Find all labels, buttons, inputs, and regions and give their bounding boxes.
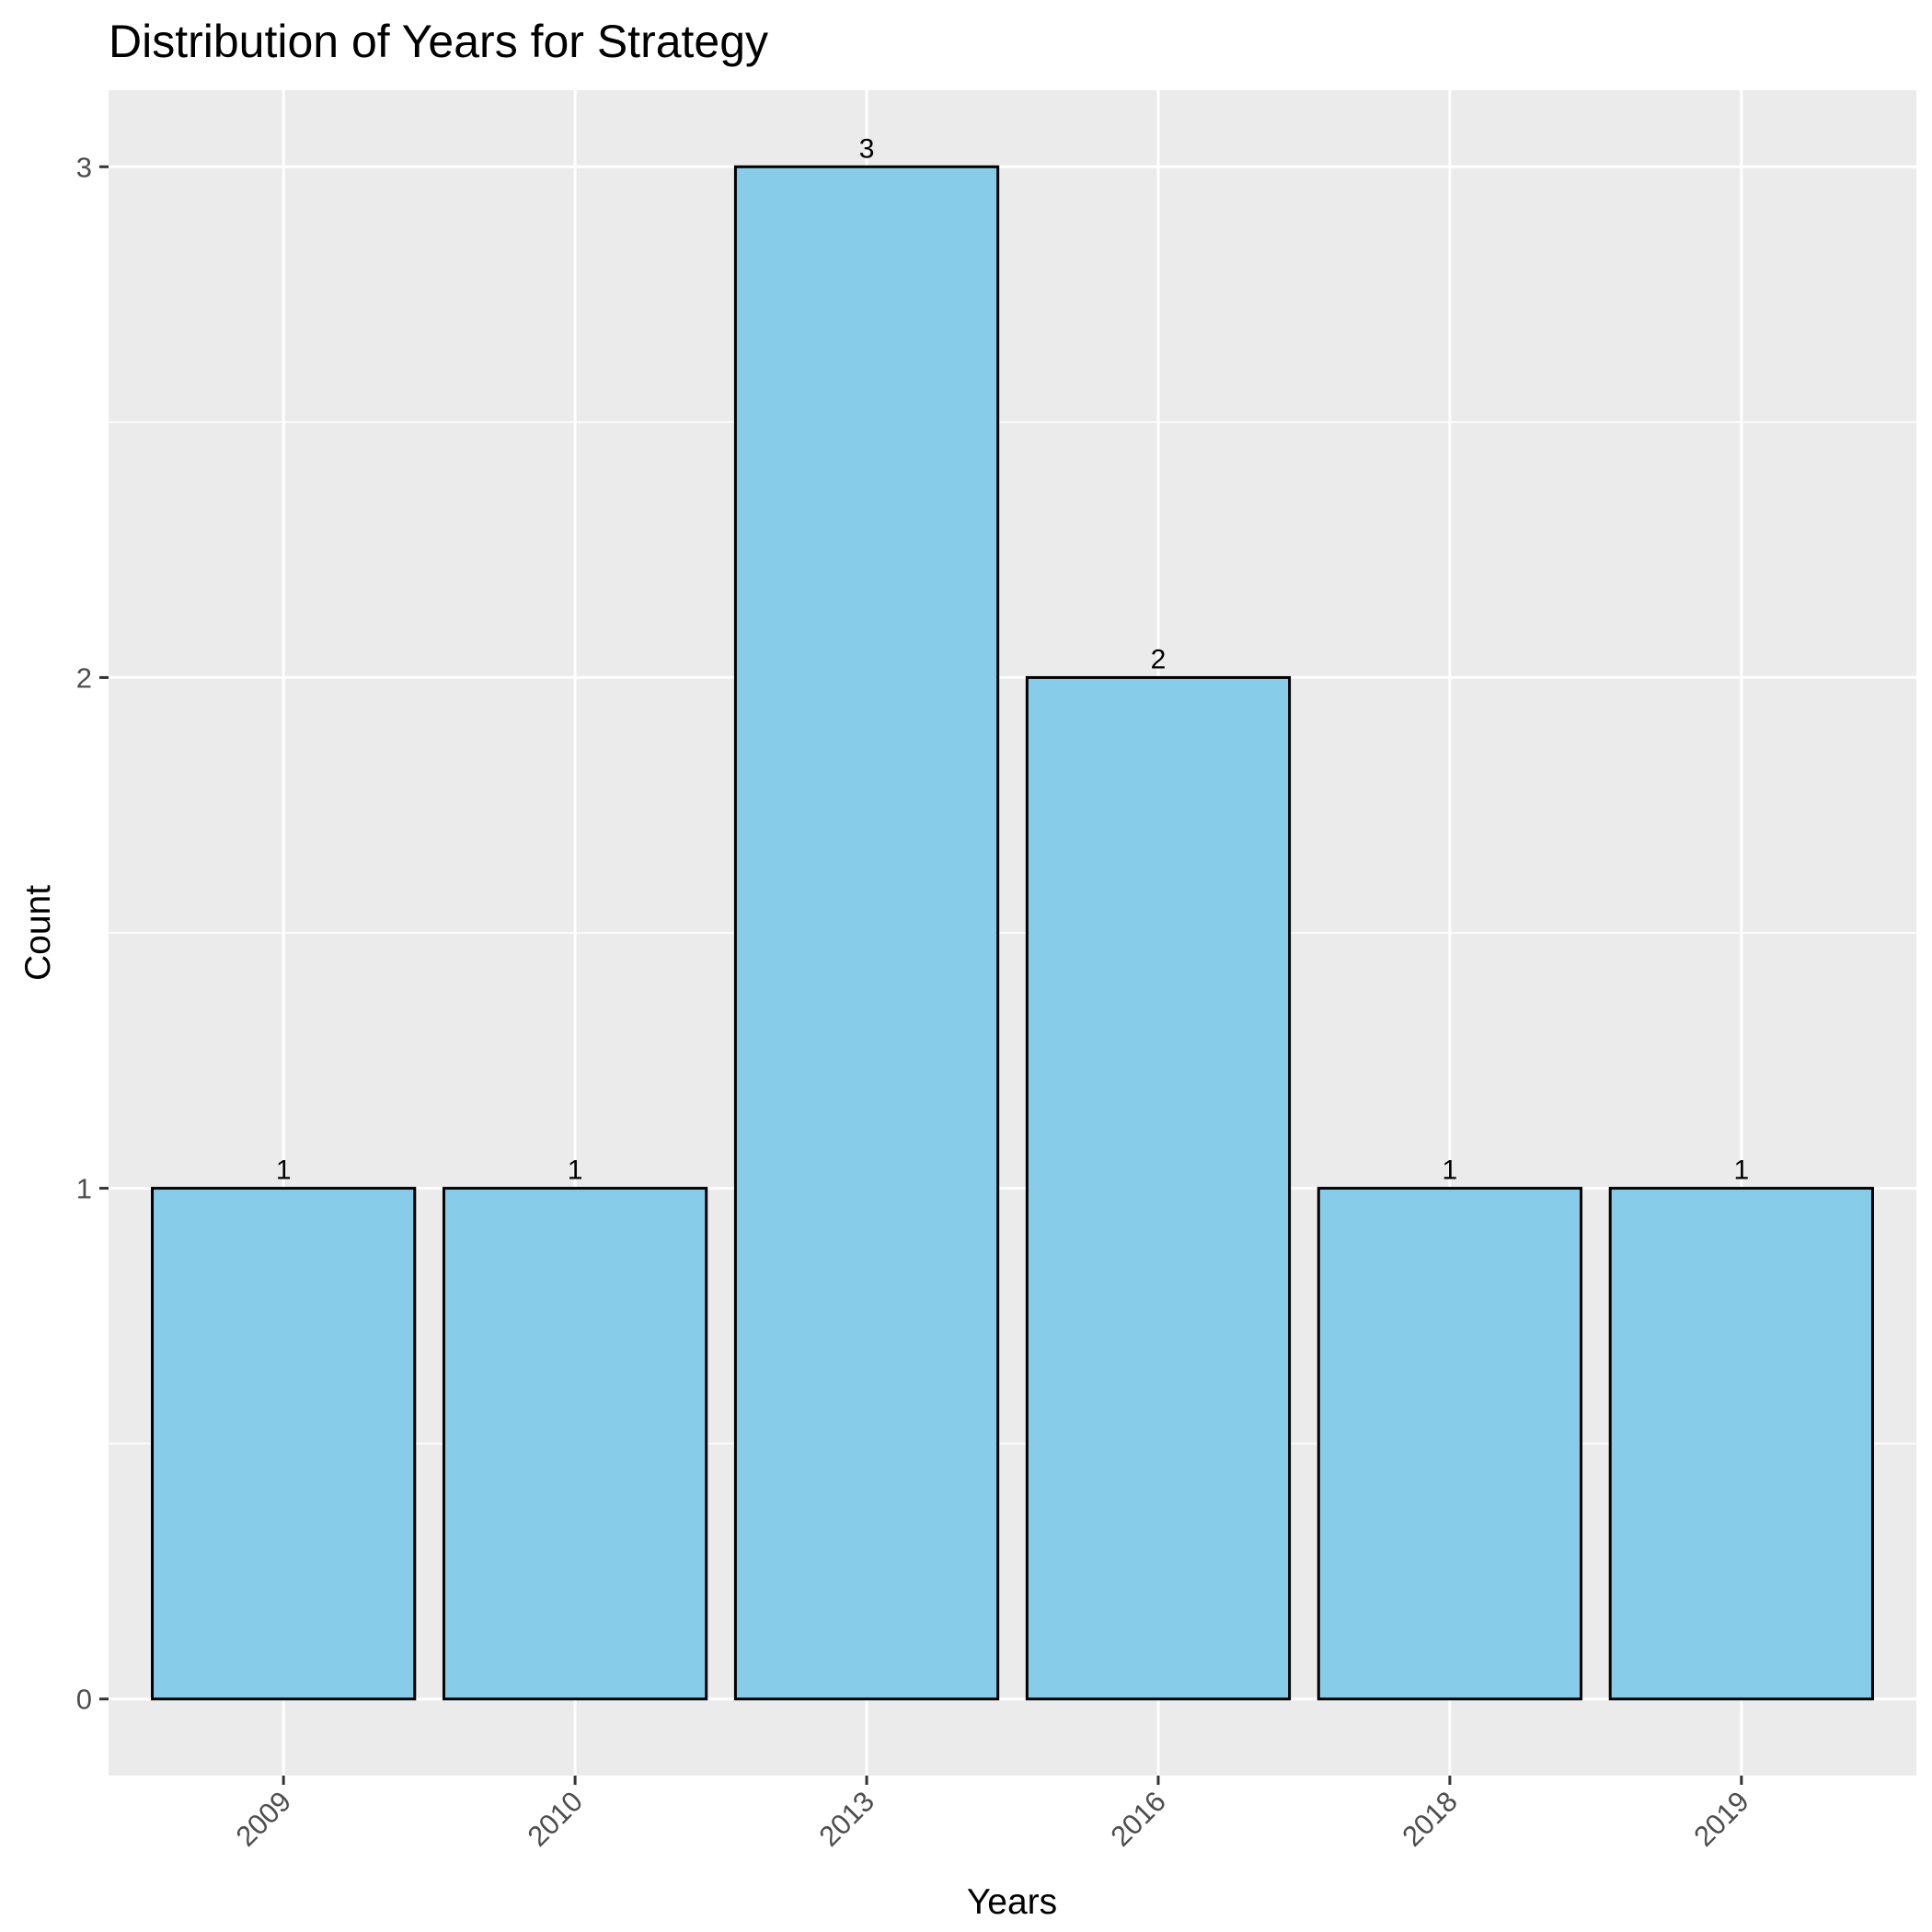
bars [151,165,1874,1701]
y-tick-label-1: 1 [76,1173,92,1205]
data-label-2010: 1 [568,1156,583,1186]
y-tick-label-2: 2 [76,661,92,694]
x-tick-label-2013: 2013 [812,1785,880,1853]
bar-2009 [151,1187,417,1701]
x-tick-label-2016: 2016 [1104,1785,1172,1853]
chart-title: Distribution of Years for Strategy [109,16,768,67]
bar-2016 [1025,675,1292,1701]
bar-2010 [442,1187,708,1701]
y-tick-label-3: 3 [76,151,92,183]
x-tick-label-2019: 2019 [1687,1785,1755,1853]
bar-2019 [1608,1187,1874,1701]
data-label-2009: 1 [276,1156,292,1186]
y-axis-title: Count [18,885,58,981]
y-axis: 0 1 2 3 [76,151,109,1716]
x-axis: 2009 2010 2013 2016 2018 2019 [230,1776,1755,1853]
x-tick-label-2010: 2010 [522,1785,590,1853]
data-labels: 1 1 3 2 1 1 [276,133,1749,1185]
x-tick-label-2009: 2009 [230,1785,298,1853]
data-label-2016: 2 [1151,644,1167,674]
data-label-2013: 3 [859,133,875,164]
x-tick-label-2018: 2018 [1396,1785,1464,1853]
x-axis-title: Years [967,1882,1057,1922]
bar-2018 [1317,1187,1583,1701]
y-tick-label-0: 0 [76,1684,92,1716]
data-label-2019: 1 [1733,1156,1749,1186]
bar-2013 [733,165,1000,1701]
data-label-2018: 1 [1443,1156,1458,1186]
